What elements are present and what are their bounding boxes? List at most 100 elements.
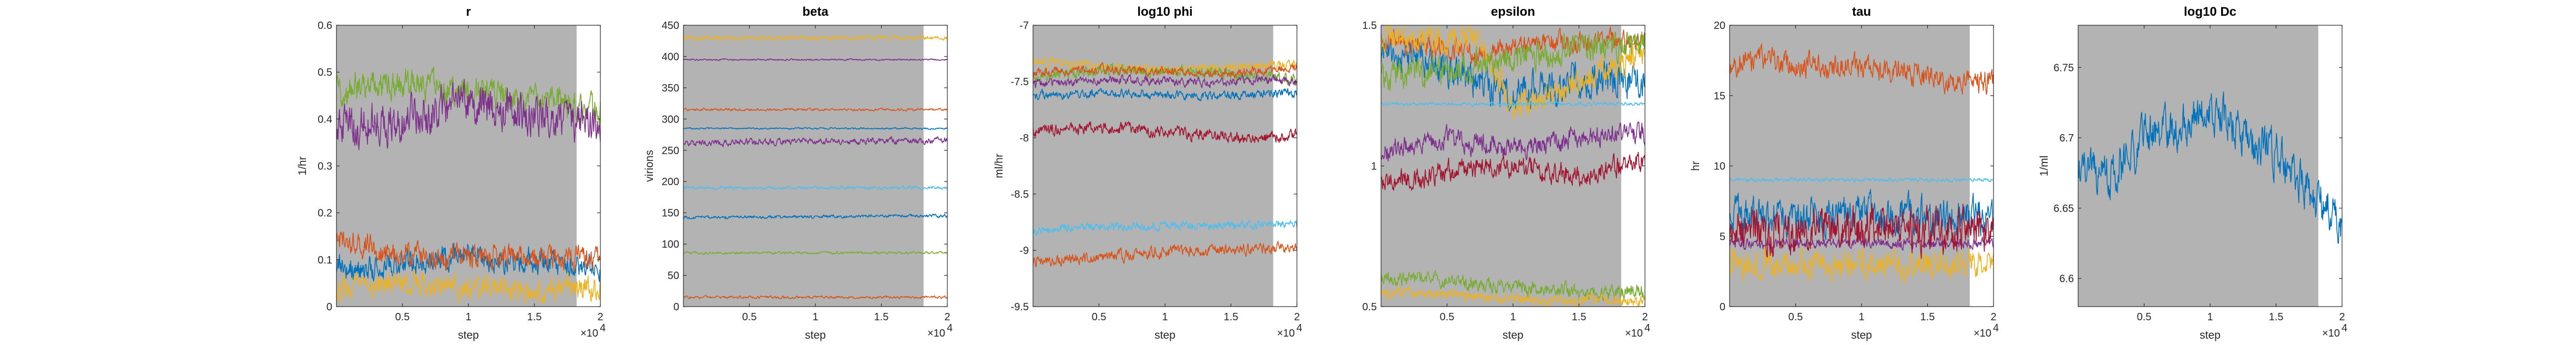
x-multiplier-exponent: 4: [1296, 322, 1302, 334]
x-tick-label: 0.5: [1440, 311, 1455, 323]
y-axis-label: 1/hr: [297, 156, 309, 175]
series-line: [683, 295, 947, 300]
y-tick-label: 5: [1720, 231, 1725, 242]
series-line: [1033, 241, 1297, 268]
x-axis-label: step: [2200, 329, 2221, 341]
series-line: [683, 34, 947, 42]
y-tick-label: 15: [1714, 90, 1725, 102]
x-axis-label: step: [1154, 329, 1175, 341]
x-multiplier: ×10: [580, 328, 598, 339]
y-tick-label: 200: [662, 176, 679, 188]
y-tick-label: 0.2: [318, 208, 332, 219]
y-tick-label: 6.75: [2053, 62, 2074, 74]
x-tick-label: 1.5: [874, 311, 889, 323]
subplot-1: 0.5 1 1.5 2 0 0.1 0.2 0.3 0.4 0.5 0.6 r step 1/hr ×10 4: [297, 5, 606, 341]
y-tick-label: 0.4: [318, 114, 332, 125]
x-tick-label: 1: [2207, 311, 2213, 323]
subplot-6: 0.5 1 1.5 2 6.6 6.65 6.7 6.75 log10 Dc step 1/ml ×1…: [2038, 5, 2347, 341]
series-line: [1381, 151, 1645, 191]
subplot-title: log10 Dc: [2184, 5, 2236, 19]
y-tick-label: 350: [662, 83, 679, 94]
x-multiplier-exponent: 4: [947, 322, 953, 334]
x-multiplier-exponent: 4: [2342, 322, 2347, 334]
series-line: [1381, 121, 1645, 162]
y-tick-label: 150: [662, 208, 679, 219]
series-line: [1381, 25, 1645, 120]
x-tick-label: 1.5: [2269, 311, 2284, 323]
y-tick-label: 400: [662, 51, 679, 63]
x-tick-label: 1: [465, 311, 471, 323]
y-tick-label: 20: [1714, 20, 1725, 32]
series-line: [336, 79, 600, 150]
series-line: [336, 66, 600, 128]
series-line: [1730, 203, 1994, 259]
y-axis-label: ml/hr: [993, 154, 1005, 178]
series-line: [1033, 62, 1297, 78]
series-line: [1033, 74, 1297, 88]
burnin-region: [336, 25, 577, 307]
subplot-title: tau: [1852, 5, 1871, 19]
series-line: [1033, 88, 1297, 102]
series-line: [1033, 63, 1297, 86]
series-line: [1730, 43, 1994, 95]
y-tick-label: 0.5: [1362, 301, 1377, 313]
y-tick-label: 10: [1714, 161, 1725, 172]
series-line: [683, 127, 947, 130]
x-axis-label: step: [458, 329, 479, 341]
x-tick-label: 1.5: [1572, 311, 1587, 323]
series-line: [683, 136, 947, 147]
x-axis-label: step: [1851, 329, 1872, 341]
series-line: [1381, 101, 1645, 107]
y-tick-label: 6.7: [2059, 133, 2074, 144]
x-axis-label: step: [1502, 329, 1524, 341]
x-tick-label: 1: [1162, 311, 1168, 323]
x-tick-label: 1: [812, 311, 818, 323]
y-tick-label: -9.5: [1011, 301, 1029, 313]
y-tick-label: 450: [662, 20, 679, 32]
x-tick-label: 2: [944, 311, 950, 323]
series-line: [1381, 286, 1645, 307]
series-line: [683, 58, 947, 62]
y-tick-label: 1: [1371, 161, 1377, 172]
x-tick-label: 1.5: [1920, 311, 1935, 323]
series-line: [336, 268, 600, 305]
series-line: [336, 242, 600, 282]
x-multiplier-exponent: 4: [1993, 322, 1999, 334]
y-tick-label: 0.3: [318, 161, 332, 172]
y-tick-label: 0: [326, 301, 332, 313]
y-tick-label: -7.5: [1011, 76, 1029, 88]
subplot-title: r: [466, 5, 471, 19]
x-multiplier: ×10: [1974, 328, 1991, 339]
x-tick-label: 1.5: [527, 311, 542, 323]
series-line: [1381, 31, 1645, 92]
x-multiplier: ×10: [1625, 328, 1643, 339]
y-tick-label: 1.5: [1362, 20, 1377, 32]
subplot-title: epsilon: [1491, 5, 1535, 19]
y-tick-label: 300: [662, 114, 679, 125]
x-tick-label: 2: [1294, 311, 1300, 323]
series-line: [1730, 245, 1994, 285]
y-tick-label: 0.5: [318, 67, 332, 78]
y-tick-label: -8: [1019, 133, 1029, 144]
series-line: [1381, 270, 1645, 302]
x-tick-label: 0.5: [1092, 311, 1107, 323]
y-tick-label: -8.5: [1011, 189, 1029, 200]
subplot-4: 0.5 1 1.5 2 0.5 1 1.5 epsilon step ×10 4: [1362, 5, 1650, 341]
x-multiplier-exponent: 4: [1644, 322, 1650, 334]
series-line: [683, 250, 947, 255]
series-line: [683, 214, 947, 219]
y-tick-label: 250: [662, 145, 679, 157]
y-tick-label: 50: [668, 270, 679, 282]
series-line: [1730, 177, 1994, 183]
subplot-title: log10 phi: [1137, 5, 1192, 19]
burnin-region: [683, 25, 924, 307]
x-tick-label: 0.5: [395, 311, 410, 323]
series-line: [1381, 34, 1645, 111]
subplot-3: 0.5 1 1.5 2 -9.5 -9 -8.5 -8 -7.5 -7 log10 phi step m…: [993, 5, 1302, 341]
x-tick-label: 2: [1642, 311, 1648, 323]
subplot-title: beta: [802, 5, 829, 19]
x-tick-label: 2: [597, 311, 603, 323]
y-axis-label: virions: [643, 150, 656, 182]
